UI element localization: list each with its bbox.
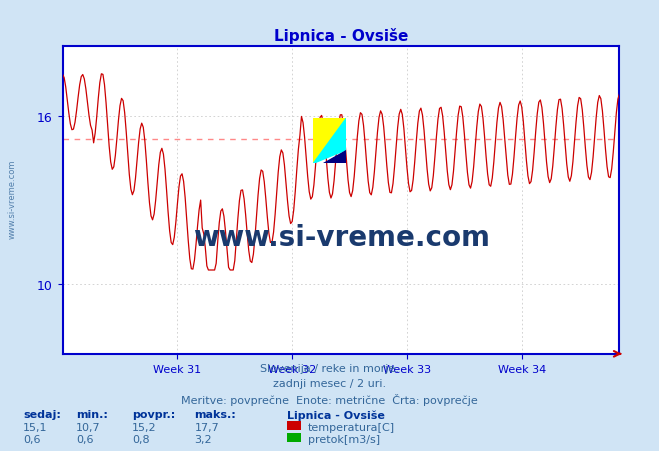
Text: 15,1: 15,1 [23,422,47,432]
Text: www.si-vreme.com: www.si-vreme.com [7,159,16,238]
Polygon shape [324,150,347,164]
Text: Meritve: povprečne  Enote: metrične  Črta: povprečje: Meritve: povprečne Enote: metrične Črta:… [181,393,478,405]
Text: pretok[m3/s]: pretok[m3/s] [308,434,380,444]
Title: Lipnica - Ovsiše: Lipnica - Ovsiše [274,28,408,43]
Text: maks.:: maks.: [194,410,236,419]
Text: 0,6: 0,6 [23,434,41,444]
Text: zadnji mesec / 2 uri.: zadnji mesec / 2 uri. [273,378,386,388]
Text: Slovenija / reke in morje.: Slovenija / reke in morje. [260,363,399,373]
Text: sedaj:: sedaj: [23,410,61,419]
Text: 0,8: 0,8 [132,434,150,444]
Text: Lipnica - Ovsiše: Lipnica - Ovsiše [287,410,385,420]
Text: povpr.:: povpr.: [132,410,175,419]
Text: temperatura[C]: temperatura[C] [308,422,395,432]
Text: 15,2: 15,2 [132,422,156,432]
Text: 17,7: 17,7 [194,422,219,432]
Text: 3,2: 3,2 [194,434,212,444]
Text: www.si-vreme.com: www.si-vreme.com [192,224,490,252]
Polygon shape [314,119,347,164]
Polygon shape [314,119,347,164]
Text: min.:: min.: [76,410,107,419]
Text: 10,7: 10,7 [76,422,100,432]
Text: 0,6: 0,6 [76,434,94,444]
